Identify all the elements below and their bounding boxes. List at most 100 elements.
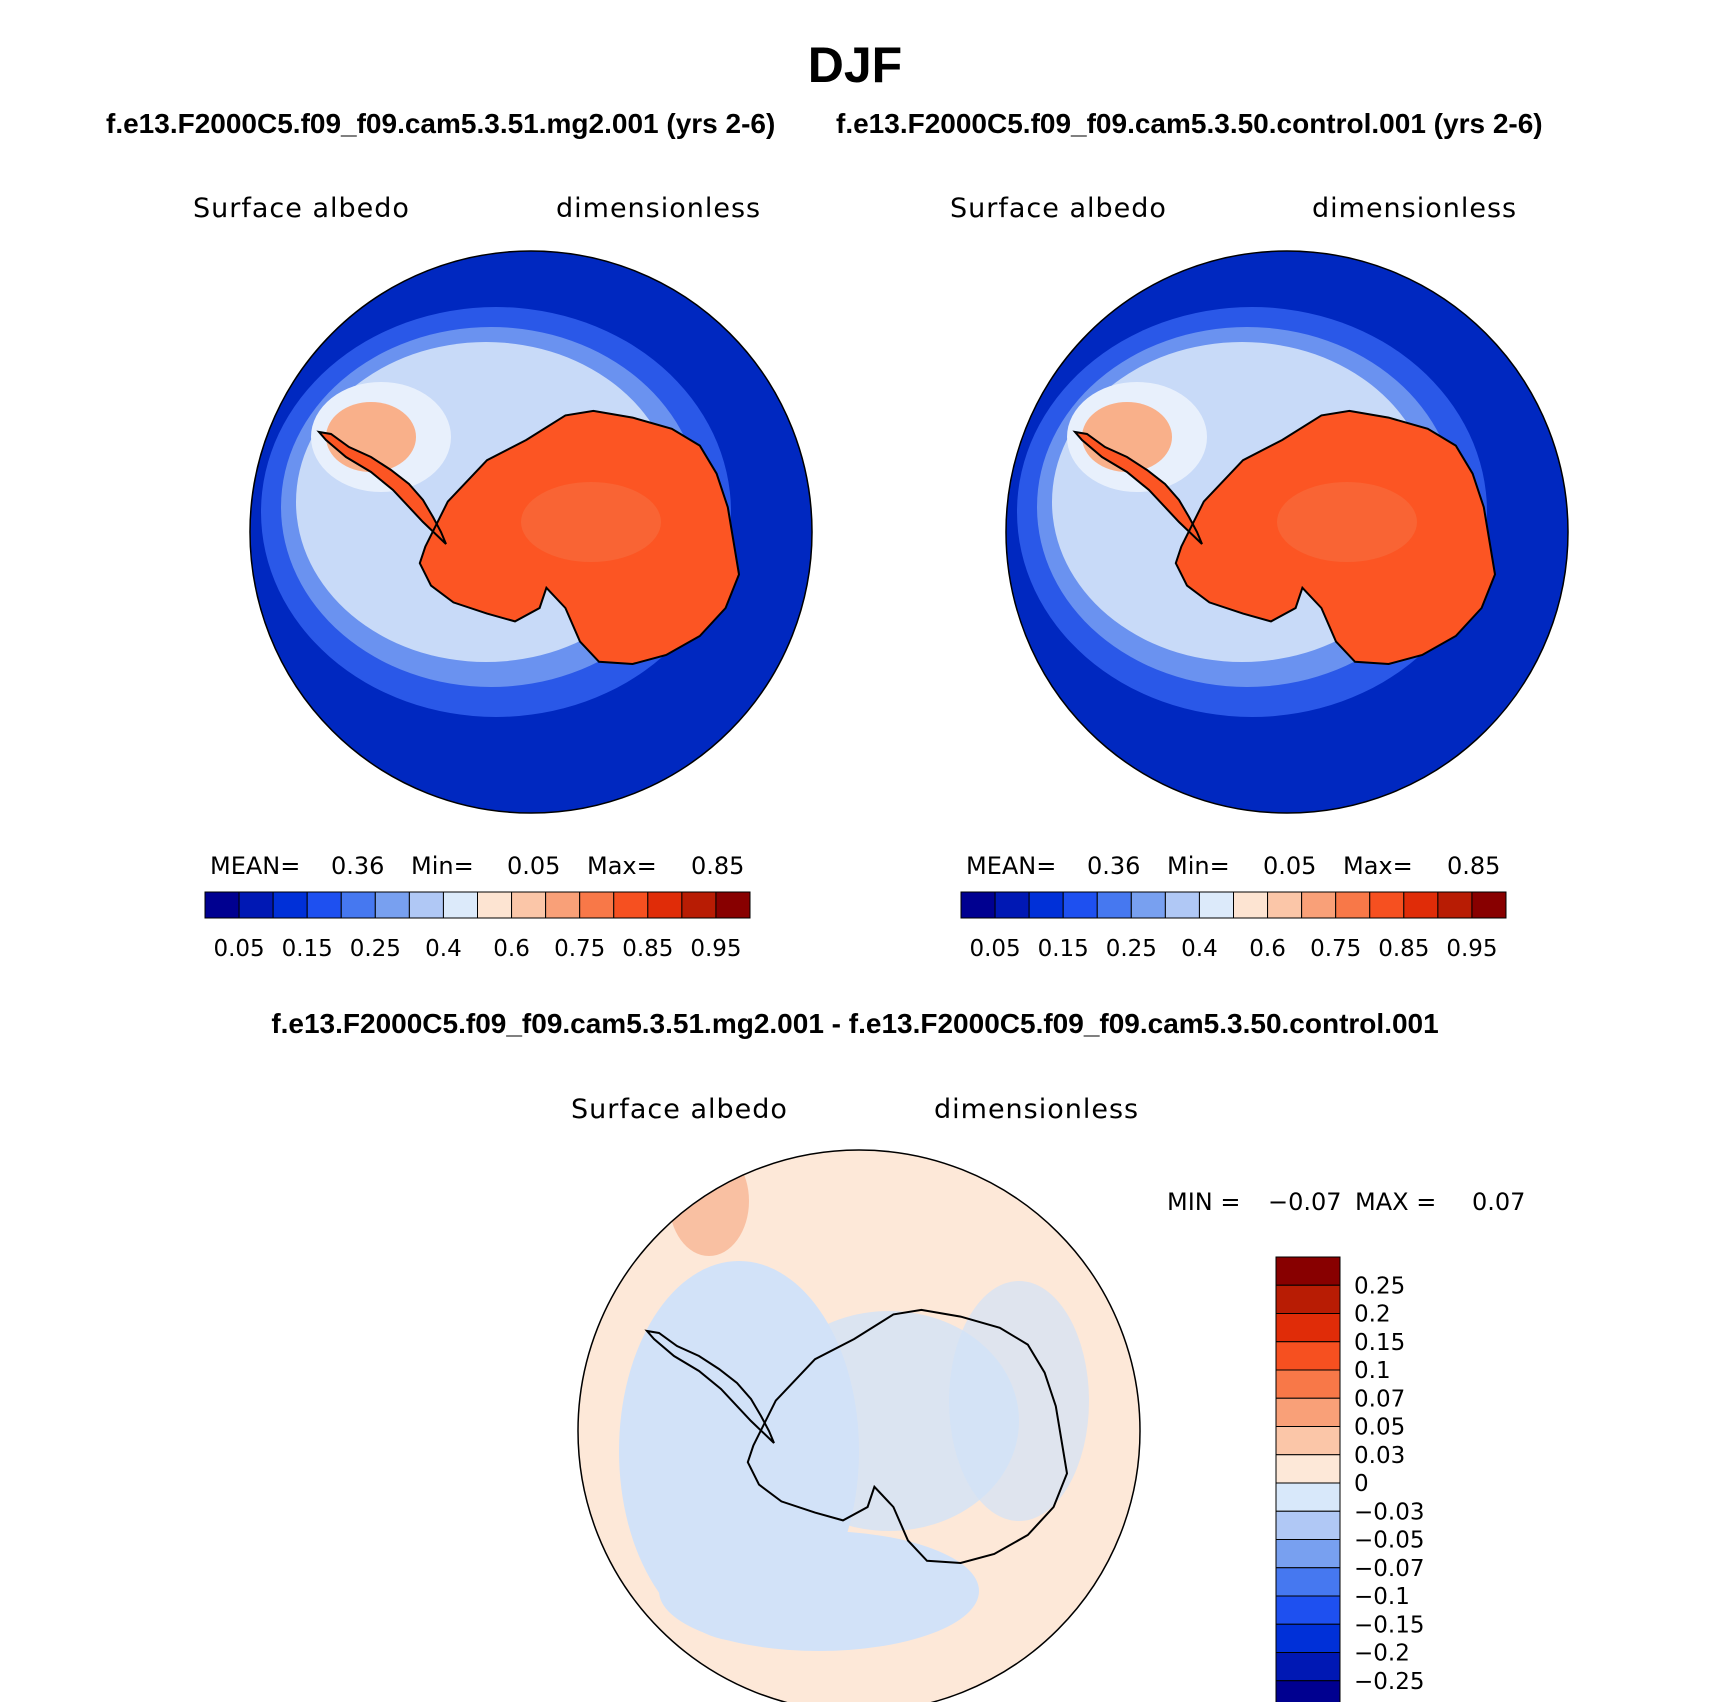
panel-b-colorbar-swatch — [1403, 891, 1439, 919]
difference-colorbar-swatch — [1275, 1623, 1341, 1653]
panel-a-coastline — [418, 409, 741, 666]
panel-a-colorbar-swatch — [681, 891, 717, 919]
panel-b-land-ice-light — [1277, 482, 1417, 562]
panel-a-colorbar-swatch — [408, 891, 444, 919]
difference-colorbar-tick-label: −0.05 — [1354, 1528, 1424, 1554]
panel-a-colorbar-tick-label: 0.05 — [213, 936, 264, 962]
panel-a-max-value: 0.85 — [691, 852, 745, 880]
panel-a-colorbar-tick-label: 0.6 — [493, 936, 530, 962]
panel-b-coastline — [1174, 409, 1497, 666]
panel-b-min-label: Min= — [1167, 852, 1230, 880]
difference-colorbar-tick-label: 0.03 — [1354, 1443, 1405, 1469]
panel-b-colorbar-tick-label: 0.25 — [1106, 936, 1157, 962]
panel-a-colorbar-tick-label: 0.75 — [554, 936, 605, 962]
panel-b-colorbar-tick-label: 0.05 — [969, 936, 1020, 962]
panel-b-colorbar-swatch — [1233, 891, 1269, 919]
panel-a-colorbar-swatch — [477, 891, 513, 919]
panel-b-land-ice — [1175, 410, 1495, 664]
panel-b-colorbar-swatch — [994, 891, 1030, 919]
panel-b-variable: Surface albedo — [950, 193, 1167, 224]
diff-max-label: MAX = — [1355, 1188, 1437, 1216]
panel-b-colorbar-tick-label: 0.4 — [1181, 936, 1218, 962]
difference-colorbar-swatch — [1275, 1369, 1341, 1399]
panel-b-colorbar-swatch — [1096, 891, 1132, 919]
difference-map — [577, 1149, 1141, 1702]
panel-a-colorbar-swatch — [272, 891, 308, 919]
panel-b-colorbar-tick-label: 0.85 — [1378, 936, 1429, 962]
panel-a-colorbar-swatch — [613, 891, 649, 919]
difference-colorbar-tick-label: 0.2 — [1354, 1302, 1391, 1328]
panel-a-colorbar-swatch — [306, 891, 342, 919]
difference-colorbar-tick-label: −0.03 — [1354, 1499, 1424, 1525]
difference-positive-anomaly — [669, 1150, 749, 1256]
panel-a-layers — [250, 251, 812, 813]
panel-b-colorbar-tick-label: 0.6 — [1249, 936, 1286, 962]
difference-border — [577, 1149, 1141, 1702]
panel-b-colorbar-swatch — [1164, 891, 1200, 919]
panel-a-mean-label: MEAN= — [210, 852, 301, 880]
panel-a-variable: Surface albedo — [193, 193, 410, 224]
panel-a-case-title: f.e13.F2000C5.f09_f09.cam5.3.51.mg2.001 … — [106, 108, 776, 139]
panel-a-colorbar: 0.05 0.15 0.25 0.4 0.6 0.75 0.85 0.95 — [204, 891, 751, 962]
difference-colorbar-swatch — [1275, 1652, 1341, 1682]
panel-b-colorbar-swatch — [1130, 891, 1166, 919]
difference-colorbar-swatch — [1275, 1454, 1341, 1484]
panel-b-peninsula-ice — [1075, 432, 1202, 544]
difference-colorbar-tick-label: −0.25 — [1354, 1669, 1424, 1695]
difference-title: f.e13.F2000C5.f09_f09.cam5.3.51.mg2.001 … — [271, 1008, 1439, 1039]
panel-b-colorbar-swatch — [1471, 891, 1507, 919]
panel-b-colorbar-tick-label: 0.75 — [1310, 936, 1361, 962]
difference-colorbar-tick-label: 0.1 — [1354, 1358, 1391, 1384]
difference-colorbar-tick-label: −0.1 — [1354, 1584, 1410, 1610]
panel-b-border — [1005, 250, 1569, 814]
panel-a-colorbar-swatch — [442, 891, 478, 919]
diff-min-label: MIN = — [1167, 1188, 1241, 1216]
difference-colorbar-swatch — [1275, 1397, 1341, 1427]
difference-colorbar-tick-label: 0.25 — [1354, 1273, 1405, 1299]
panel-a-colorbar-swatch — [374, 891, 410, 919]
difference-colorbar-swatch — [1275, 1567, 1341, 1597]
difference-colorbar-swatch — [1275, 1426, 1341, 1456]
difference-colorbar-tick-label: 0.15 — [1354, 1330, 1405, 1356]
panel-b-colorbar: 0.05 0.15 0.25 0.4 0.6 0.75 0.85 0.95 — [960, 891, 1507, 962]
diff-units: dimensionless — [934, 1094, 1140, 1125]
panel-b-colorbar-swatch — [1198, 891, 1234, 919]
panel-b-colorbar-swatch — [1301, 891, 1337, 919]
panel-b-colorbar-swatch — [1267, 891, 1303, 919]
panel-a-land-ice — [419, 410, 739, 664]
panel-b-min-value: 0.05 — [1263, 852, 1317, 880]
difference-negative-region-north — [659, 1531, 979, 1651]
panel-b-mean-value: 0.36 — [1087, 852, 1141, 880]
panel-b-map — [1005, 250, 1569, 814]
panel-b-colorbar-swatch — [1062, 891, 1098, 919]
panel-b-units: dimensionless — [1312, 193, 1518, 224]
panel-a-peninsula-coastline — [316, 430, 447, 545]
panel-b-colorbar-swatch — [1369, 891, 1405, 919]
panel-a-colorbar-tick-label: 0.15 — [282, 936, 333, 962]
difference-negative-region-east — [949, 1281, 1089, 1521]
main-title: DJF — [807, 37, 903, 93]
difference-colorbar: 0.250.20.150.10.070.050.030−0.03−0.05−0.… — [1275, 1256, 1424, 1702]
panel-a-border — [249, 250, 813, 814]
panel-a-map — [249, 250, 813, 814]
panel-a-land-ice-light — [521, 482, 661, 562]
difference-colorbar-swatch — [1275, 1680, 1341, 1702]
panel-a-colorbar-swatch — [204, 891, 240, 919]
diff-max-value: 0.07 — [1472, 1188, 1526, 1216]
difference-coastline — [746, 1308, 1069, 1565]
difference-colorbar-swatch — [1275, 1341, 1341, 1371]
panel-a-min-value: 0.05 — [507, 852, 561, 880]
diff-variable: Surface albedo — [571, 1094, 788, 1125]
panel-a-colorbar-swatch — [545, 891, 581, 919]
diff-min-value: −0.07 — [1268, 1188, 1342, 1216]
panel-a-colorbar-tick-label: 0.25 — [350, 936, 401, 962]
panel-b-colorbar-swatch — [1028, 891, 1064, 919]
difference-colorbar-tick-label: −0.15 — [1354, 1612, 1424, 1638]
panel-b-peninsula-coastline — [1072, 430, 1203, 545]
difference-colorbar-swatch — [1275, 1539, 1341, 1569]
panel-a-colorbar-tick-label: 0.95 — [690, 936, 741, 962]
panel-b-colorbar-tick-label: 0.95 — [1446, 936, 1497, 962]
difference-colorbar-swatch — [1275, 1256, 1341, 1286]
difference-colorbar-swatch — [1275, 1284, 1341, 1314]
